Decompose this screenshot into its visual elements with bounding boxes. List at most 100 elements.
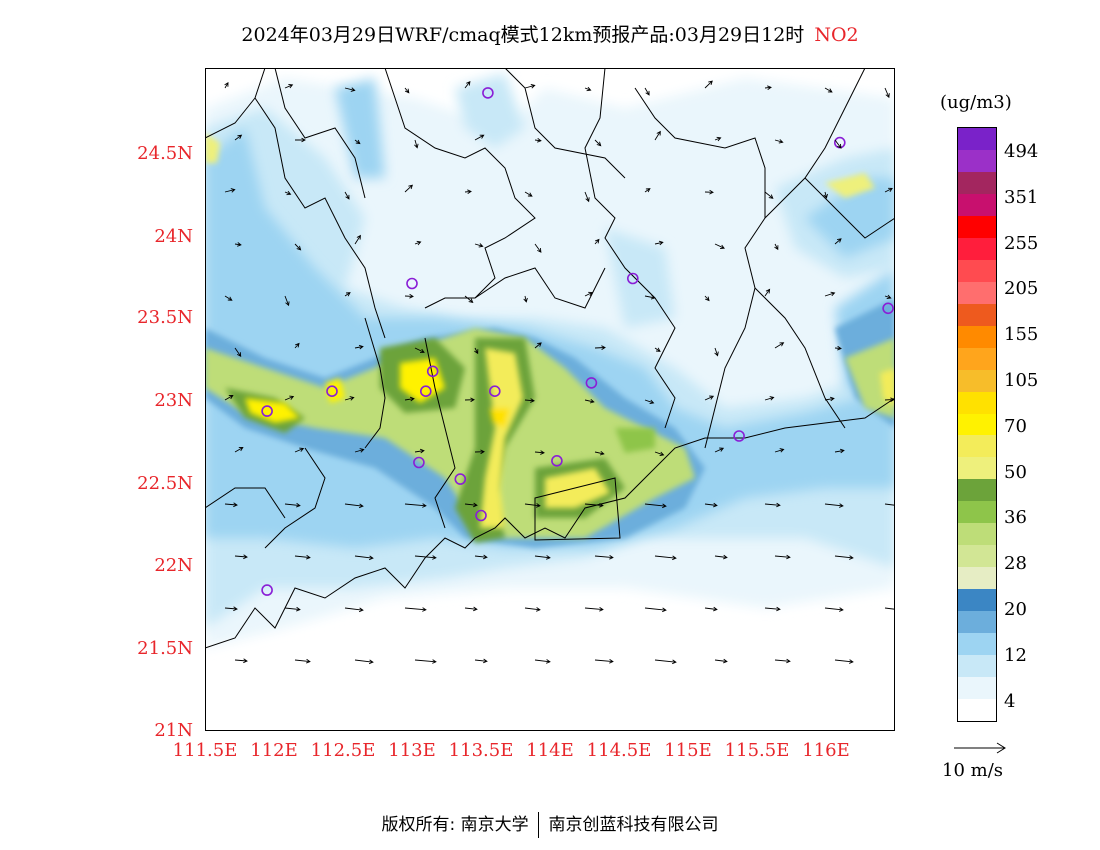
legend-label: 36 bbox=[1004, 507, 1027, 529]
x-tick-label: 116E bbox=[802, 740, 850, 761]
color-legend bbox=[957, 127, 997, 722]
station-marker bbox=[733, 430, 745, 442]
legend-swatch bbox=[958, 567, 996, 590]
wind-arrow-icon bbox=[774, 342, 785, 349]
legend-swatch bbox=[958, 479, 996, 502]
wind-arrow-icon bbox=[404, 503, 427, 508]
wind-arrow-icon bbox=[354, 139, 361, 145]
wind-arrow-icon bbox=[714, 347, 719, 357]
wind-arrow-icon bbox=[654, 347, 661, 352]
wind-arrow-icon bbox=[584, 291, 594, 297]
wind-arrow-icon bbox=[884, 607, 895, 610]
legend-swatch bbox=[958, 655, 996, 678]
wind-arrow-icon bbox=[884, 503, 895, 506]
station-marker bbox=[454, 473, 467, 485]
wind-arrow-icon bbox=[344, 292, 351, 297]
map-canvas[interactable] bbox=[205, 68, 895, 731]
legend-swatch bbox=[958, 237, 996, 261]
legend-label: 28 bbox=[1004, 553, 1027, 575]
wind-arrow-icon bbox=[654, 555, 677, 561]
wind-arrow-icon bbox=[224, 188, 236, 193]
title-text: 2024年03月29日WRF/cmaq模式12km预报产品:03月29日12时 bbox=[241, 24, 805, 46]
wind-arrow-icon bbox=[524, 191, 533, 197]
y-tick-label: 23.5N bbox=[137, 307, 193, 328]
wind-arrow-icon bbox=[414, 240, 422, 246]
wind-arrow-icon bbox=[584, 398, 595, 404]
copyright-footer: 版权所有: 南京大学 南京创蓝科技有限公司 bbox=[0, 810, 1100, 838]
station-marker bbox=[326, 385, 338, 398]
y-tick-label: 21N bbox=[154, 720, 193, 741]
wind-arrow-icon bbox=[834, 659, 854, 664]
copyright-prefix: 版权所有: bbox=[381, 815, 456, 835]
wind-arrow-icon bbox=[714, 136, 722, 142]
legend-swatch bbox=[958, 633, 996, 656]
wind-arrow-icon bbox=[295, 137, 306, 143]
wind-arrow-icon bbox=[584, 191, 590, 203]
wind-arrow-icon bbox=[474, 554, 488, 560]
wind-arrow-icon bbox=[354, 448, 365, 453]
wind-arrow-icon bbox=[354, 234, 361, 245]
wind-arrow-icon bbox=[344, 87, 356, 92]
legend-swatch bbox=[958, 545, 996, 568]
legend-label: 155 bbox=[1004, 324, 1039, 346]
wind-arrow-icon bbox=[464, 295, 474, 304]
legend-swatch bbox=[958, 677, 996, 700]
legend-swatch bbox=[958, 391, 996, 414]
wind-arrow-icon bbox=[464, 502, 478, 508]
legend-swatch bbox=[958, 128, 996, 151]
legend-swatch bbox=[958, 325, 996, 349]
wind-arrow-icon bbox=[404, 184, 413, 193]
wind-arrow-icon bbox=[294, 658, 311, 664]
legend-swatch bbox=[958, 523, 996, 546]
wind-arrow-icon bbox=[344, 396, 355, 401]
map-title: 2024年03月29日WRF/cmaq模式12km预报产品:03月29日12时 N… bbox=[0, 20, 1100, 47]
wind-arrow-icon bbox=[294, 447, 305, 453]
legend-unit: (ug/m3) bbox=[940, 92, 1012, 113]
wind-arrow-icon bbox=[644, 295, 656, 300]
copyright-org-company: 南京创蓝科技有限公司 bbox=[548, 815, 719, 835]
wind-arrow-icon bbox=[714, 658, 728, 664]
y-tick-label: 22.5N bbox=[137, 473, 193, 494]
station-marker bbox=[475, 509, 487, 522]
legend-swatch bbox=[958, 611, 996, 634]
station-marker bbox=[426, 365, 439, 378]
wind-arrow-icon bbox=[294, 243, 302, 251]
legend-swatch bbox=[958, 501, 996, 524]
legend-swatch bbox=[958, 193, 996, 217]
y-tick-label: 23N bbox=[154, 390, 193, 411]
wind-arrow-icon bbox=[774, 554, 791, 560]
wind-arrow-icon bbox=[474, 658, 488, 664]
wind-arrow-icon bbox=[524, 607, 541, 612]
wind-arrow-icon bbox=[644, 188, 651, 193]
wind-arrow-icon bbox=[774, 448, 785, 453]
wind-arrow-icon bbox=[654, 451, 665, 457]
wind-arrow-icon bbox=[704, 189, 714, 195]
station-marker bbox=[551, 454, 563, 467]
wind-reference-arrow-icon bbox=[954, 742, 1006, 754]
wind-arrow-icon bbox=[354, 555, 374, 561]
wind-arrow-icon bbox=[284, 190, 292, 196]
wind-arrow-icon bbox=[234, 447, 244, 453]
wind-arrow-icon bbox=[294, 554, 311, 560]
copyright-separator bbox=[538, 812, 540, 838]
wind-arrow-icon bbox=[834, 345, 842, 351]
wind-arrow-icon bbox=[344, 191, 350, 200]
wind-arrow-icon bbox=[464, 80, 471, 89]
wind-arrow-icon bbox=[594, 345, 606, 350]
wind-arrow-icon bbox=[234, 134, 243, 141]
copyright-org-nju: 南京大学 bbox=[460, 815, 529, 835]
wind-arrow-icon bbox=[234, 242, 242, 247]
wind-arrow-icon bbox=[824, 503, 844, 508]
station-marker bbox=[420, 385, 432, 398]
wind-arrow-icon bbox=[524, 84, 536, 89]
wind-arrow-icon bbox=[704, 80, 713, 89]
wind-arrow-icon bbox=[714, 243, 725, 249]
wind-arrow-icon bbox=[414, 347, 425, 354]
station-marker bbox=[882, 302, 894, 315]
wind-arrow-icon bbox=[584, 607, 604, 612]
wind-arrow-icon bbox=[764, 606, 781, 612]
wind-arrow-icon bbox=[354, 659, 374, 665]
station-marker bbox=[413, 456, 425, 469]
wind-arrow-icon bbox=[824, 396, 835, 402]
wind-arrow-icon bbox=[404, 87, 410, 94]
